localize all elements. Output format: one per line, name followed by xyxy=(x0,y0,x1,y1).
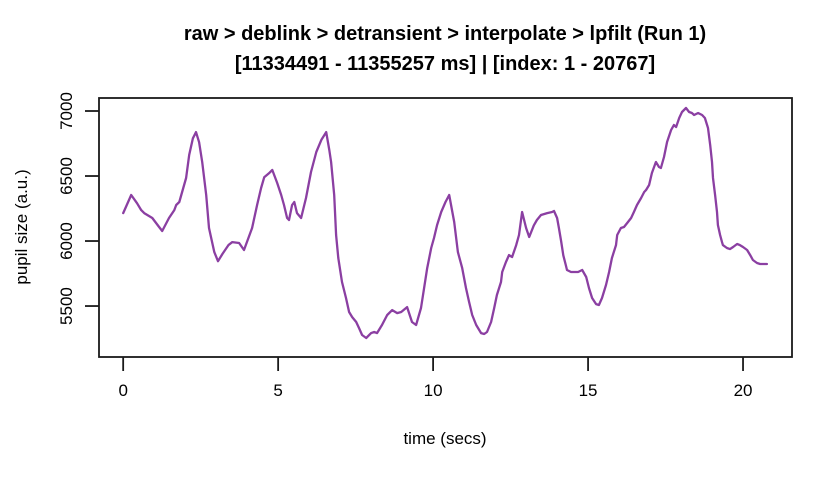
pupil-size-trace-line xyxy=(122,106,769,340)
x-axis-tick-label: 10 xyxy=(424,381,443,400)
x-axis-tick-label: 20 xyxy=(734,381,753,400)
y-axis-tick-label: 7000 xyxy=(57,92,76,130)
y-axis-ticks: 5500 6000 6500 7000 xyxy=(57,92,99,325)
plot-title-line1: raw > deblink > detransient > interpolat… xyxy=(184,23,706,45)
y-axis-tick-label: 6000 xyxy=(57,222,76,260)
x-axis-tick-label: 0 xyxy=(118,381,127,400)
plot-box xyxy=(98,97,793,358)
x-axis-tick-label: 15 xyxy=(579,381,598,400)
x-axis-title: time (secs) xyxy=(403,429,486,448)
y-axis-tick-label: 6500 xyxy=(57,157,76,195)
y-axis-tick-label: 5500 xyxy=(57,287,76,325)
plot-title-line2: [11334491 - 11355257 ms] | [index: 1 - 2… xyxy=(235,53,655,75)
x-axis-tick-label: 5 xyxy=(273,381,282,400)
y-axis-title: pupil size (a.u.) xyxy=(12,169,31,284)
x-axis-ticks: 0 5 10 15 20 xyxy=(118,357,752,400)
